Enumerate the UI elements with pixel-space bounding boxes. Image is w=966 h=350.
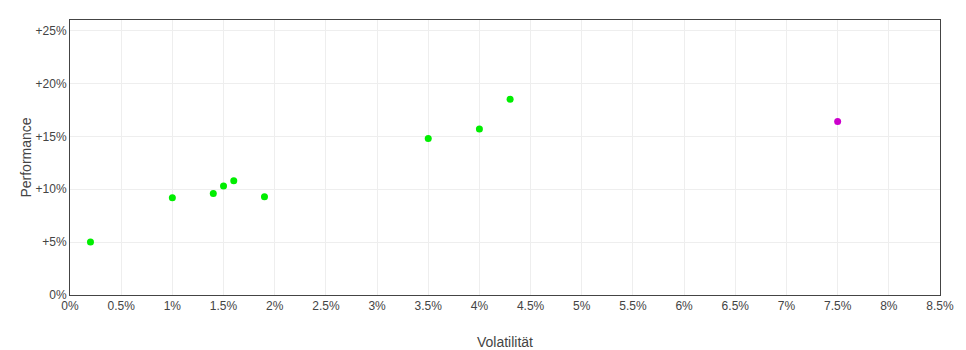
svg-text:3.5%: 3.5% xyxy=(415,299,443,313)
svg-text:7%: 7% xyxy=(778,299,796,313)
svg-text:8%: 8% xyxy=(880,299,898,313)
svg-text:Performance: Performance xyxy=(18,117,34,197)
svg-text:6%: 6% xyxy=(675,299,693,313)
svg-text:4%: 4% xyxy=(471,299,489,313)
svg-text:2.5%: 2.5% xyxy=(312,299,340,313)
svg-text:6.5%: 6.5% xyxy=(722,299,750,313)
svg-text:4.5%: 4.5% xyxy=(517,299,545,313)
svg-text:5%: 5% xyxy=(573,299,591,313)
svg-text:+20%: +20% xyxy=(36,77,67,91)
svg-text:8.5%: 8.5% xyxy=(926,299,954,313)
svg-text:Volatilität: Volatilität xyxy=(477,334,533,350)
svg-text:0.5%: 0.5% xyxy=(108,299,136,313)
svg-text:+10%: +10% xyxy=(36,182,67,196)
svg-text:+25%: +25% xyxy=(36,24,67,38)
svg-text:0%: 0% xyxy=(49,288,67,302)
svg-text:1.5%: 1.5% xyxy=(210,299,238,313)
svg-text:+15%: +15% xyxy=(36,130,67,144)
svg-text:1%: 1% xyxy=(164,299,182,313)
svg-text:5.5%: 5.5% xyxy=(619,299,647,313)
svg-text:2%: 2% xyxy=(266,299,284,313)
svg-text:3%: 3% xyxy=(368,299,386,313)
svg-text:0%: 0% xyxy=(61,299,79,313)
svg-text:+5%: +5% xyxy=(42,235,67,249)
svg-text:7.5%: 7.5% xyxy=(824,299,852,313)
